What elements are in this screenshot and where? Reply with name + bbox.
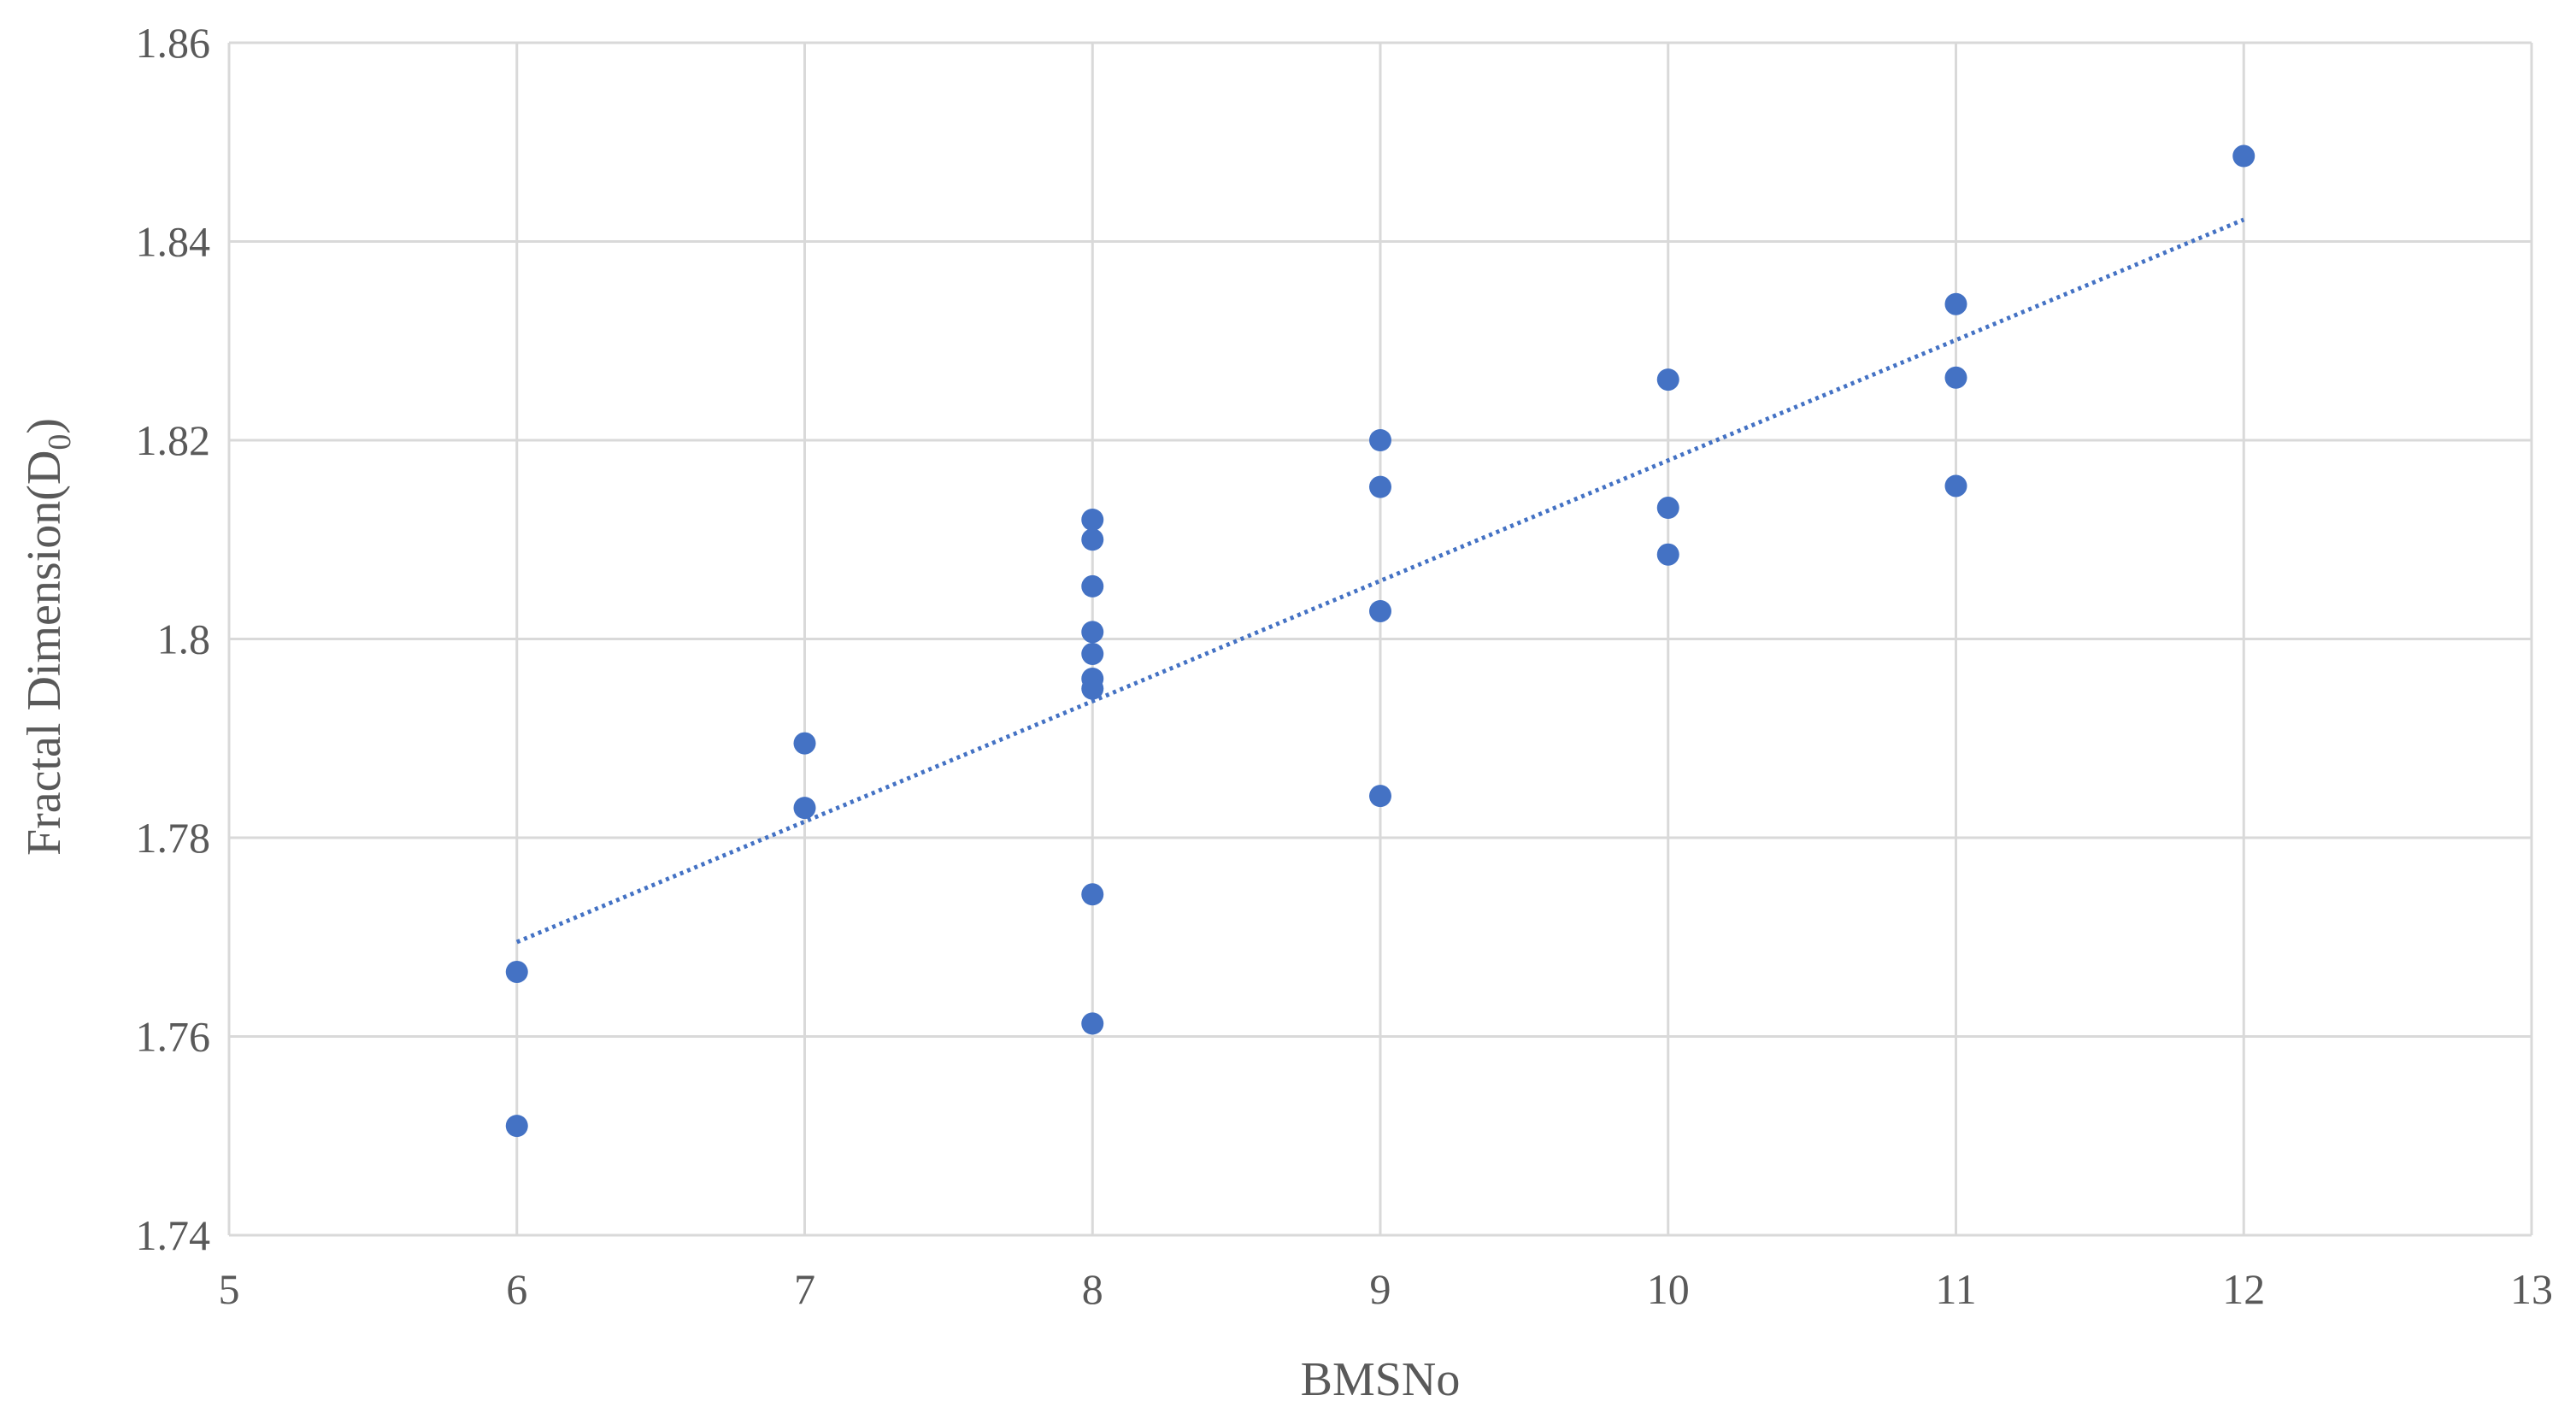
- x-tick-label: 12: [2222, 1265, 2265, 1313]
- x-tick-label: 6: [506, 1265, 527, 1313]
- data-point: [1081, 883, 1104, 906]
- y-tick-label: 1.82: [136, 416, 211, 464]
- data-point: [1081, 642, 1104, 665]
- data-point: [1369, 785, 1391, 808]
- data-point: [2232, 144, 2255, 168]
- x-tick-label: 5: [219, 1265, 240, 1313]
- data-point: [1081, 677, 1104, 700]
- data-point: [1944, 366, 1967, 389]
- data-point: [1081, 1012, 1104, 1035]
- data-point: [1944, 292, 1967, 315]
- x-tick-label: 10: [1647, 1265, 1690, 1313]
- data-point: [1369, 599, 1391, 622]
- data-point: [505, 1115, 528, 1138]
- data-point: [1656, 368, 1679, 392]
- data-point: [1656, 497, 1679, 520]
- data-point: [505, 960, 528, 983]
- y-axis-title-subscript: 0: [42, 434, 78, 450]
- data-point: [1081, 528, 1104, 551]
- data-point: [1081, 621, 1104, 644]
- y-tick-label: 1.74: [136, 1211, 211, 1259]
- data-point: [793, 732, 816, 755]
- x-tick-label: 13: [2510, 1265, 2553, 1313]
- x-tick-label: 9: [1370, 1265, 1391, 1313]
- y-tick-label: 1.76: [136, 1013, 211, 1061]
- x-tick-label: 7: [794, 1265, 815, 1313]
- data-points: [505, 144, 2255, 1138]
- y-axis-title-main: Fractal Dimension(D: [18, 450, 71, 856]
- data-point: [1656, 543, 1679, 566]
- y-axis-title-suffix: ): [18, 418, 71, 434]
- x-tick-label: 8: [1082, 1265, 1103, 1313]
- x-tick-label: 11: [1935, 1265, 1976, 1313]
- y-axis-title: Fractal Dimension(D0): [18, 418, 78, 856]
- y-tick-label: 1.84: [136, 218, 211, 266]
- x-axis-title: BMSNo: [1301, 1353, 1461, 1406]
- data-point: [1369, 429, 1391, 451]
- y-axis-ticks: 1.74 1.76 1.78 1.8 1.82 1.84 1.86: [136, 19, 211, 1259]
- y-tick-label: 1.8: [157, 615, 211, 663]
- data-point: [793, 797, 816, 820]
- data-point: [1081, 574, 1104, 598]
- data-point: [1369, 475, 1391, 498]
- data-point: [1081, 509, 1104, 531]
- y-tick-label: 1.78: [136, 814, 211, 862]
- x-axis-ticks: 5 6 7 8 9 10 11 12 13: [219, 1265, 2554, 1313]
- data-point: [1944, 474, 1967, 497]
- y-tick-label: 1.86: [136, 19, 211, 67]
